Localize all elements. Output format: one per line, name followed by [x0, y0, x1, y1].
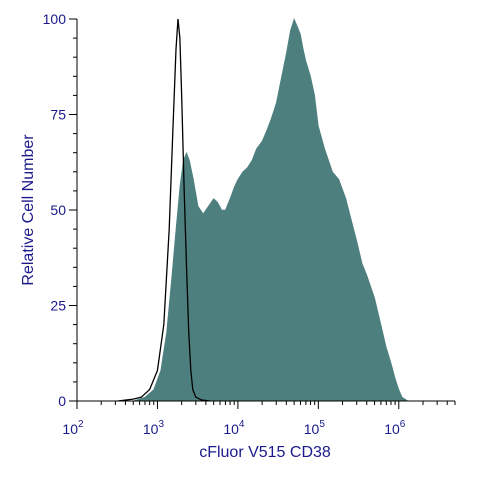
x-tick-label: 105	[304, 419, 326, 437]
y-tick-label: 0	[58, 393, 66, 409]
y-tick-label: 75	[50, 107, 66, 123]
x-tick-label: 104	[223, 419, 245, 437]
x-tick-label: 106	[384, 419, 406, 437]
y-tick-label: 100	[43, 11, 67, 27]
y-axis-label: Relative Cell Number	[20, 134, 37, 286]
y-tick-label: 50	[50, 202, 66, 218]
x-tick-label: 103	[143, 419, 165, 437]
x-axis-label: cFluor V515 CD38	[199, 444, 331, 461]
y-tick-label: 25	[50, 298, 66, 314]
histogram-outline-series	[117, 18, 211, 402]
x-tick-label: 102	[62, 419, 84, 437]
histogram-filled-series	[133, 18, 409, 402]
axes: 0 25 50 75 100 102 103 104 105 106	[43, 11, 456, 437]
plot-area	[117, 18, 409, 402]
